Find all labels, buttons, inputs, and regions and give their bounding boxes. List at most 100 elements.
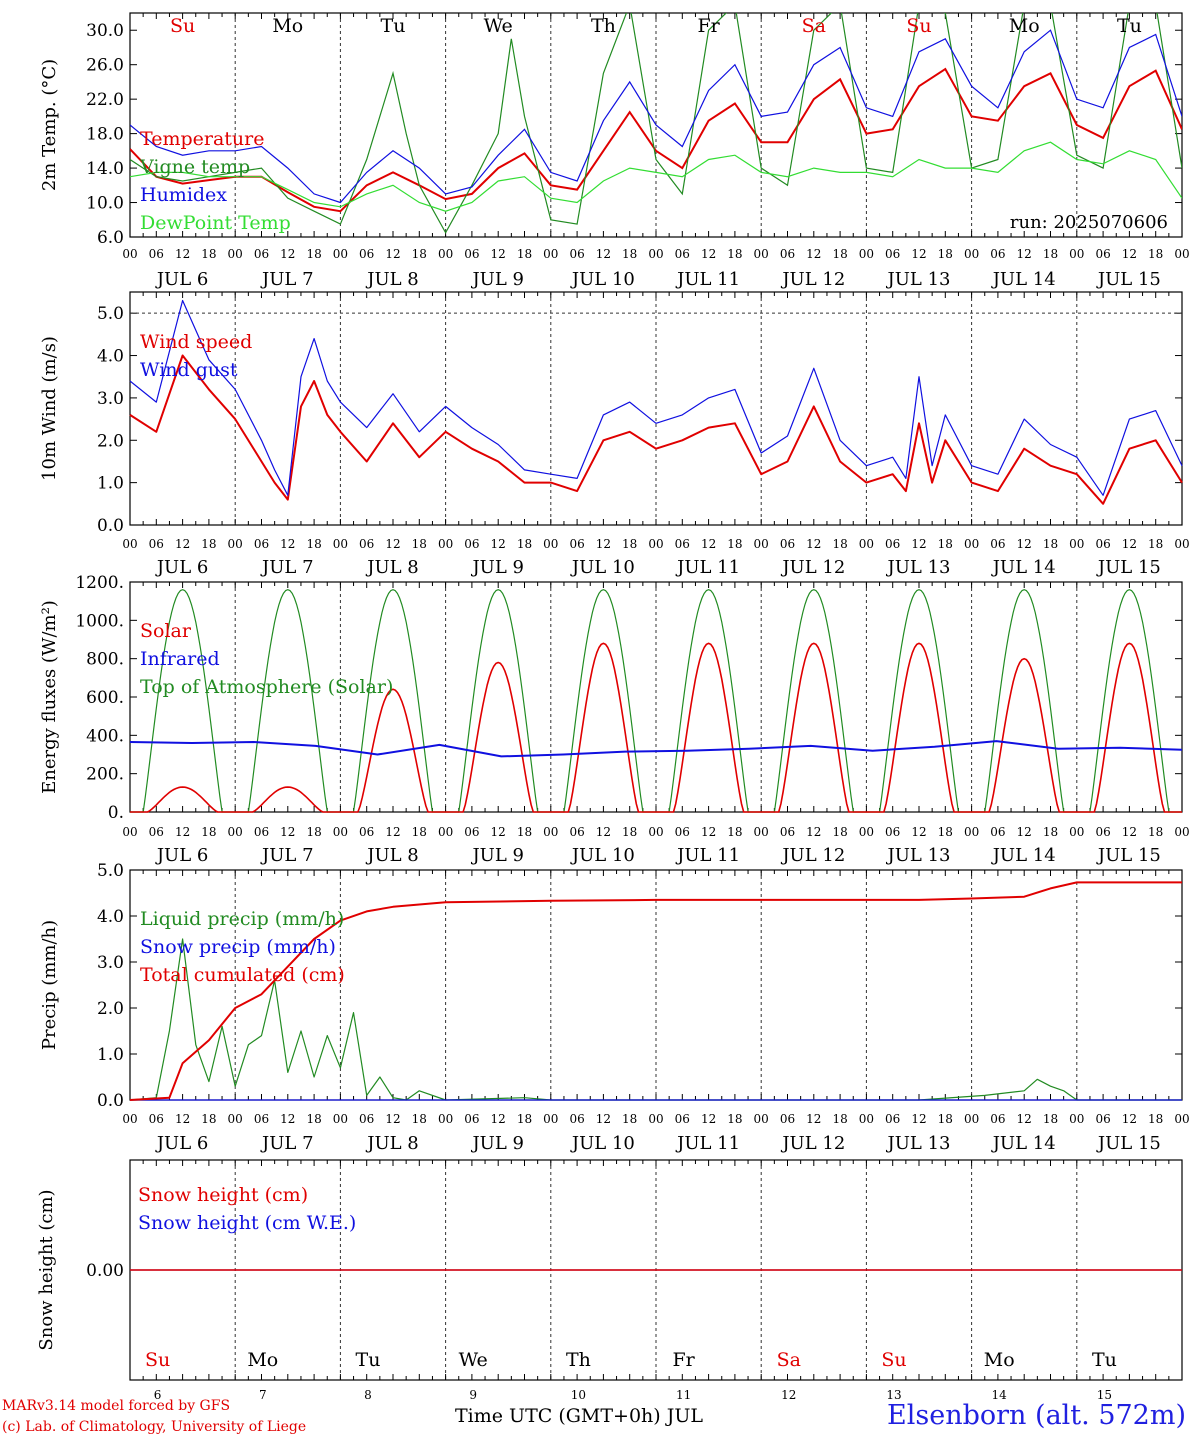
hour-tick-label: 18 [1043, 537, 1058, 551]
hour-tick-label: 18 [1148, 825, 1163, 839]
hour-tick-label: 06 [780, 537, 795, 551]
legend-wind-speed: Wind speed [140, 331, 252, 353]
y-tick-label: 1.0 [97, 474, 124, 494]
legend-temperature: Temperature [140, 128, 264, 150]
y-tick-label: 200. [86, 765, 124, 785]
date-label: JUL 8 [365, 1133, 419, 1154]
hour-tick-label: 06 [1095, 825, 1110, 839]
hour-tick-label: 06 [885, 825, 900, 839]
hour-tick-label: 06 [464, 537, 479, 551]
bottom-day-name: Mo [247, 1349, 278, 1371]
hour-tick-label: 06 [569, 1112, 584, 1126]
y-tick-label: 400. [86, 726, 124, 746]
hour-tick-label: 12 [701, 537, 716, 551]
hour-tick-label: 00 [122, 825, 137, 839]
hour-tick-label: 06 [569, 537, 584, 551]
y-tick-label: 1.0 [97, 1045, 124, 1065]
hour-tick-label: 12 [491, 825, 506, 839]
y-tick-label: 0.0 [97, 1091, 124, 1111]
series-vigne-temp [130, 13, 1182, 234]
hour-tick-label: 18 [201, 247, 216, 261]
legend-infrared: Infrared [140, 648, 220, 670]
hour-tick-label: 00 [122, 537, 137, 551]
bottom-day-name: Sa [777, 1349, 801, 1371]
date-label: JUL 9 [470, 845, 524, 866]
legend-total-cumulated-cm-: Total cumulated (cm) [140, 964, 345, 986]
date-label: JUL 7 [260, 557, 314, 578]
hour-tick-label: 12 [596, 1112, 611, 1126]
hour-tick-label: 00 [648, 825, 663, 839]
y-axis-label: Precip (mm/h) [39, 920, 60, 1050]
hour-tick-label: 18 [727, 1112, 742, 1126]
hour-tick-label: 00 [438, 1112, 453, 1126]
hour-tick-label: 18 [1043, 247, 1058, 261]
hour-tick-label: 00 [1174, 1112, 1189, 1126]
hour-tick-label: 06 [780, 825, 795, 839]
hour-tick-label: 12 [175, 825, 190, 839]
date-label: JUL 15 [1096, 269, 1161, 290]
date-label: JUL 8 [365, 845, 419, 866]
hour-tick-label: 12 [806, 247, 821, 261]
hour-tick-label: 18 [306, 247, 321, 261]
date-label: JUL 12 [780, 845, 845, 866]
lab-credit: (c) Lab. of Climatology, University of L… [2, 1419, 307, 1435]
hour-tick-label: 00 [228, 537, 243, 551]
y-tick-label: 1200. [75, 573, 124, 593]
hour-tick-label: 12 [175, 537, 190, 551]
series-wind-speed [129, 354, 1183, 505]
hour-tick-label: 06 [149, 537, 164, 551]
hour-tick-label: 12 [385, 247, 400, 261]
bottom-day-number: 12 [781, 1388, 796, 1402]
hour-tick-label: 12 [806, 825, 821, 839]
hour-tick-label: 00 [964, 825, 979, 839]
day-name-label: We [484, 15, 513, 37]
y-tick-label: 3.0 [97, 389, 124, 409]
hour-tick-label: 06 [990, 825, 1005, 839]
hour-tick-label: 06 [254, 825, 269, 839]
bottom-day-name: Th [566, 1349, 591, 1371]
hour-tick-label: 00 [438, 247, 453, 261]
date-label: JUL 10 [570, 269, 635, 290]
series-solar [130, 642, 1182, 813]
hour-tick-label: 12 [911, 825, 926, 839]
date-label: JUL 12 [780, 269, 845, 290]
hour-tick-label: 12 [280, 825, 295, 839]
date-label: JUL 6 [155, 1133, 209, 1154]
hour-tick-label: 00 [1174, 247, 1189, 261]
legend-top-of-atmosphere-solar-: Top of Atmosphere (Solar) [140, 676, 393, 698]
hour-tick-label: 00 [648, 1112, 663, 1126]
hour-tick-label: 00 [1174, 537, 1189, 551]
hour-tick-label: 18 [1043, 825, 1058, 839]
series-top-of-atmosphere-solar [130, 589, 1182, 813]
bottom-day-number: 14 [992, 1388, 1008, 1402]
hour-tick-label: 00 [333, 1112, 348, 1126]
run-annotation: run: 2025070606 [1010, 212, 1168, 233]
hour-tick-label: 12 [280, 247, 295, 261]
hour-tick-label: 06 [359, 825, 374, 839]
date-label: JUL 10 [570, 1133, 635, 1154]
date-label: JUL 14 [991, 269, 1056, 290]
y-tick-label: 3.0 [97, 953, 124, 973]
y-tick-label: 0.0 [97, 516, 124, 536]
hour-tick-label: 06 [885, 1112, 900, 1126]
hour-tick-label: 00 [122, 247, 137, 261]
hour-tick-label: 06 [359, 247, 374, 261]
hour-tick-label: 12 [806, 1112, 821, 1126]
hour-tick-label: 00 [438, 537, 453, 551]
hour-tick-label: 00 [333, 825, 348, 839]
hour-tick-label: 12 [385, 537, 400, 551]
date-label: JUL 13 [886, 269, 951, 290]
hour-tick-label: 00 [438, 825, 453, 839]
y-tick-label: 0.00 [86, 1261, 124, 1281]
hour-tick-label: 00 [333, 247, 348, 261]
hour-tick-label: 18 [622, 1112, 637, 1126]
date-label: JUL 8 [365, 557, 419, 578]
hour-tick-label: 00 [543, 247, 558, 261]
bottom-day-number: 15 [1097, 1388, 1112, 1402]
bottom-day-name: Tu [356, 1349, 381, 1371]
hour-tick-label: 06 [254, 1112, 269, 1126]
hour-tick-label: 18 [938, 247, 953, 261]
hour-tick-label: 12 [701, 825, 716, 839]
day-name-label: Mo [272, 15, 303, 37]
hour-tick-label: 06 [149, 247, 164, 261]
